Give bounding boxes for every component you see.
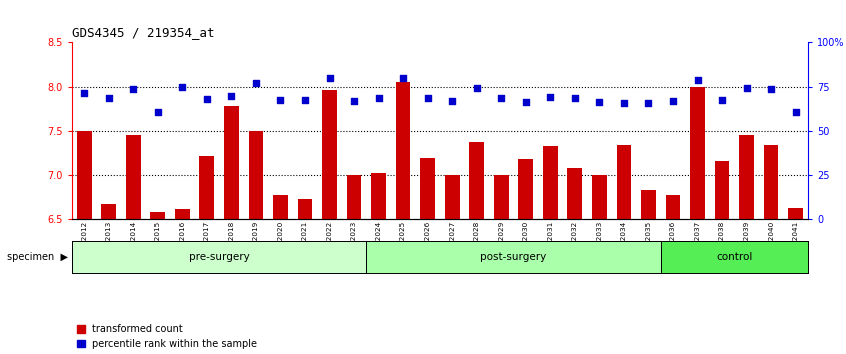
Bar	[396, 82, 410, 219]
Bar	[347, 175, 361, 219]
Bar	[543, 146, 558, 219]
Bar	[568, 168, 582, 219]
Point	[666, 98, 679, 104]
Bar	[200, 156, 214, 219]
Point	[568, 96, 581, 101]
Point	[396, 75, 409, 81]
Point	[690, 77, 704, 82]
Point	[224, 93, 238, 98]
Point	[617, 100, 630, 105]
Bar	[371, 173, 386, 219]
Point	[543, 95, 557, 100]
Point	[126, 86, 140, 92]
Bar	[715, 161, 729, 219]
Bar	[273, 195, 288, 219]
Bar	[764, 145, 778, 219]
Point	[347, 98, 360, 104]
Bar	[788, 208, 803, 219]
Point	[739, 86, 753, 91]
Point	[273, 97, 287, 103]
Bar	[249, 131, 263, 219]
Text: control: control	[717, 252, 752, 262]
Point	[151, 109, 164, 114]
Legend: transformed count, percentile rank within the sample: transformed count, percentile rank withi…	[77, 324, 257, 349]
Point	[715, 97, 728, 103]
Point	[764, 86, 777, 92]
Text: post-surgery: post-surgery	[481, 252, 547, 262]
Text: pre-surgery: pre-surgery	[189, 252, 250, 262]
Point	[470, 85, 483, 91]
Point	[445, 98, 459, 104]
Bar	[641, 190, 656, 219]
Point	[641, 100, 655, 105]
Point	[200, 96, 213, 102]
Point	[420, 96, 434, 101]
Bar	[72, 241, 366, 273]
Point	[175, 84, 189, 90]
Bar	[420, 158, 435, 219]
Bar	[77, 131, 91, 219]
Bar	[102, 204, 116, 219]
Bar	[322, 90, 337, 219]
Point	[519, 99, 532, 105]
Bar	[592, 175, 607, 219]
Text: specimen  ▶: specimen ▶	[7, 252, 68, 262]
Bar	[666, 195, 680, 219]
Bar	[298, 199, 312, 219]
Bar	[445, 175, 459, 219]
Bar	[494, 175, 508, 219]
Point	[371, 96, 385, 101]
Point	[592, 99, 606, 105]
Bar	[151, 212, 165, 219]
Bar	[366, 241, 661, 273]
Point	[102, 96, 115, 101]
Point	[494, 96, 508, 101]
Bar	[661, 241, 808, 273]
Bar	[470, 142, 484, 219]
Bar	[617, 145, 631, 219]
Text: GDS4345 / 219354_at: GDS4345 / 219354_at	[72, 26, 214, 39]
Bar	[224, 106, 239, 219]
Bar	[519, 159, 533, 219]
Point	[788, 109, 802, 114]
Point	[77, 90, 91, 96]
Bar	[739, 135, 754, 219]
Bar	[126, 136, 140, 219]
Bar	[175, 209, 190, 219]
Point	[322, 75, 336, 81]
Bar	[690, 87, 705, 219]
Point	[298, 97, 311, 103]
Point	[249, 80, 262, 86]
